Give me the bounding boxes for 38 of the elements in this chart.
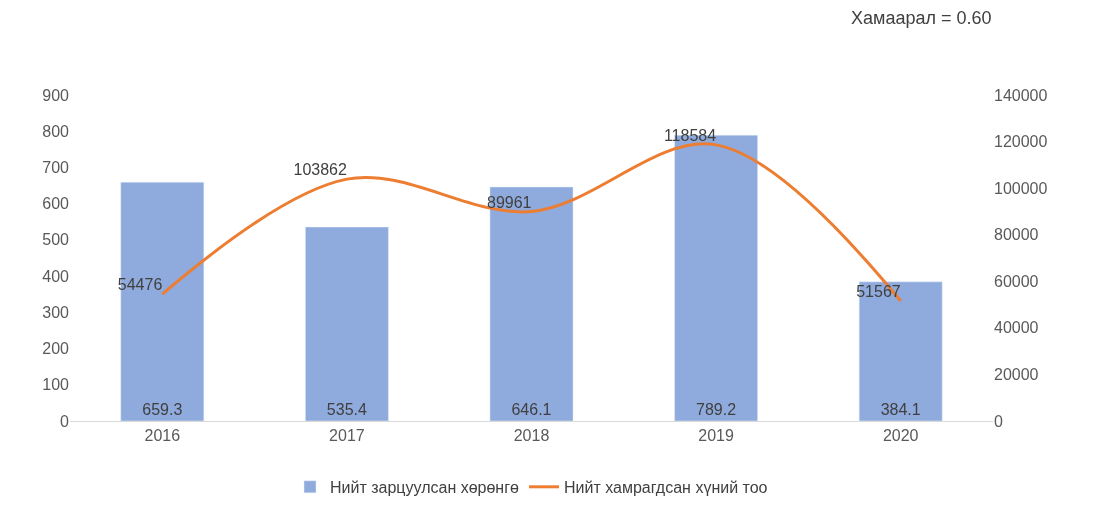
y-tick-label: 300: [42, 303, 70, 321]
y2-tick-label: 140000: [994, 86, 1048, 104]
y-tick-label: 900: [42, 86, 70, 104]
y-tick-label: 200: [42, 340, 70, 358]
data-label: 118584: [663, 126, 717, 144]
bar: [858, 281, 943, 421]
y2-tick-label: 60000: [994, 272, 1039, 290]
data-label: 384.1: [880, 401, 921, 418]
y2-tick-label: 20000: [994, 366, 1039, 384]
bar: [120, 181, 205, 421]
x-tick-label: 2017: [329, 427, 365, 445]
x-tick-label: 2020: [882, 427, 919, 445]
x-tick-label: 2019: [698, 427, 734, 445]
x-tick-label: 2018: [513, 427, 550, 445]
legend-label: Нийт хамрагдсан хүний тоо: [564, 479, 768, 497]
text: Хамаарал = 0.60: [851, 8, 992, 28]
bar: [305, 226, 389, 421]
y-tick-label: 100: [42, 376, 70, 394]
y-tick-label: 800: [42, 122, 70, 140]
bar: [489, 186, 574, 421]
legend-label: Нийт зарцуулсан хөрөнгө: [330, 479, 520, 497]
y-tick-label: 700: [42, 159, 70, 177]
data-label: 789.2: [696, 401, 737, 418]
x-tick-label: 2016: [144, 427, 181, 445]
y2-tick-label: 120000: [994, 133, 1048, 151]
y2-tick-label: 40000: [994, 319, 1039, 337]
y-tick-label: 0: [60, 412, 70, 430]
line-series: [160, 142, 903, 303]
data-label: 103862: [293, 161, 347, 179]
y2-tick-label: 0: [994, 412, 1003, 430]
data-label: 646.1: [511, 401, 552, 418]
y2-tick-label: 100000: [994, 179, 1048, 197]
data-label: 535.4: [326, 401, 367, 418]
y-tick-label: 400: [42, 267, 70, 285]
y-tick-label: 600: [42, 195, 70, 213]
y-tick-label: 500: [42, 231, 70, 249]
data-label: 659.3: [142, 401, 183, 418]
y2-tick-label: 80000: [994, 226, 1039, 244]
